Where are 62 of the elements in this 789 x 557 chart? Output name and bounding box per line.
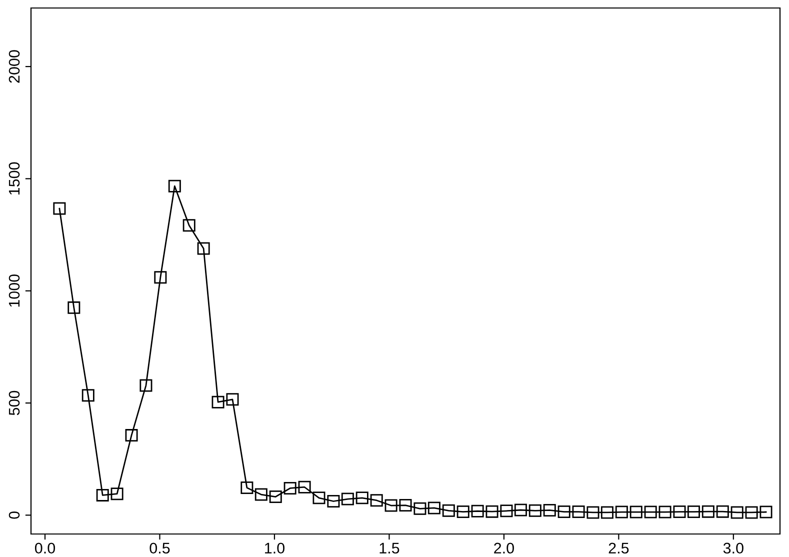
point <box>730 506 744 519</box>
y-tick-label: 1500 <box>8 162 20 195</box>
x-tick-label: 2.0 <box>494 542 514 554</box>
point <box>760 506 772 518</box>
point <box>456 506 470 518</box>
point <box>110 488 124 500</box>
point <box>414 502 426 515</box>
point <box>644 506 657 518</box>
point <box>327 495 340 508</box>
point <box>514 504 527 516</box>
y-tick-label: 500 <box>8 390 20 416</box>
point <box>428 502 440 514</box>
point <box>471 504 484 518</box>
point <box>154 271 167 284</box>
point <box>269 490 282 504</box>
point <box>673 506 686 518</box>
point <box>658 506 672 518</box>
point <box>442 504 455 517</box>
point <box>586 506 600 519</box>
point <box>125 429 138 442</box>
point <box>630 506 642 518</box>
point <box>370 494 383 507</box>
y-tick-label: 1000 <box>8 274 20 307</box>
point <box>558 506 570 518</box>
point <box>615 506 628 518</box>
point <box>82 389 94 402</box>
point <box>600 506 614 519</box>
point <box>140 379 152 392</box>
point <box>486 505 498 518</box>
x-tick-label: 2.5 <box>608 542 629 554</box>
point <box>384 499 398 512</box>
point <box>528 504 542 517</box>
point <box>716 505 729 518</box>
point <box>53 202 66 215</box>
point <box>240 482 254 494</box>
point <box>500 504 513 518</box>
point <box>298 480 311 494</box>
point <box>254 488 268 501</box>
point <box>687 506 700 518</box>
y-tick-label: 2000 <box>8 50 20 83</box>
point <box>341 492 354 506</box>
point <box>572 506 585 518</box>
point <box>284 482 296 494</box>
point <box>399 499 412 512</box>
y-tick-label: 0 <box>8 512 20 519</box>
point <box>312 492 326 504</box>
point <box>745 506 758 519</box>
x-tick-label: 0.5 <box>150 542 170 554</box>
x-tick-label: 0.0 <box>34 542 56 554</box>
point <box>212 396 224 408</box>
point <box>543 504 556 516</box>
x-tick-label: 1.5 <box>380 542 400 554</box>
point <box>168 180 181 192</box>
x-tick-label: 1.0 <box>265 542 284 554</box>
point <box>96 488 109 502</box>
point <box>182 219 196 232</box>
point <box>356 492 368 504</box>
point <box>702 505 714 518</box>
point <box>226 393 239 406</box>
point <box>197 242 210 255</box>
x-tick-label: 3.0 <box>723 542 744 554</box>
point <box>68 301 80 314</box>
